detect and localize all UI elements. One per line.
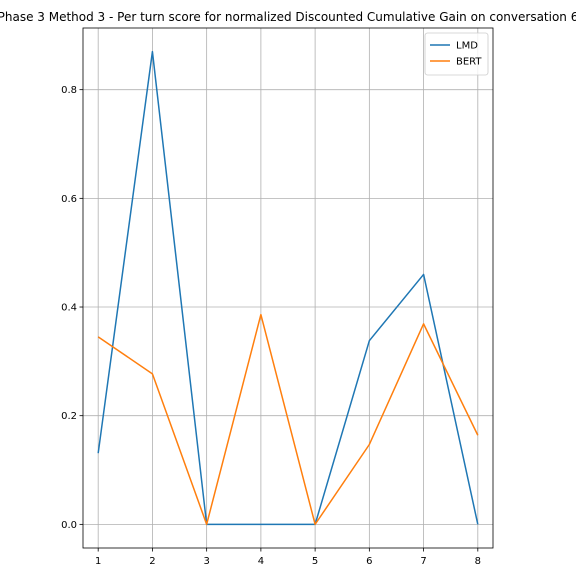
x-tick-label: 8 <box>475 556 481 567</box>
series-line-lmd <box>97 50 479 526</box>
series-lines <box>97 50 479 526</box>
chart-title: Phase 3 Method 3 - Per turn score for no… <box>0 10 576 24</box>
legend-label-bert: BERT <box>456 57 482 68</box>
legend-label-lmd: LMD <box>456 41 478 52</box>
y-axis-ticks: 0.0 0.2 0.4 0.6 0.8 <box>61 85 83 531</box>
legend-box <box>424 32 489 76</box>
y-tick-label: 0.4 <box>61 303 77 314</box>
x-tick-label: 6 <box>366 556 372 567</box>
series-line-bert <box>97 313 479 526</box>
x-tick-label: 4 <box>258 556 264 567</box>
x-tick-label: 5 <box>312 556 318 567</box>
x-tick-label: 3 <box>203 556 209 567</box>
x-tick-label: 2 <box>149 556 155 567</box>
x-axis-ticks: 1 2 3 4 5 6 7 8 <box>95 548 481 567</box>
x-tick-label: 1 <box>95 556 101 567</box>
y-tick-label: 0.6 <box>61 194 77 205</box>
legend: LMD BERT <box>424 32 489 76</box>
y-tick-label: 0.8 <box>61 85 77 96</box>
y-tick-label: 0.0 <box>61 520 77 531</box>
plot-frame <box>82 27 494 549</box>
grid-lines <box>83 28 493 548</box>
x-tick-label: 7 <box>420 556 426 567</box>
y-tick-label: 0.2 <box>61 411 77 422</box>
